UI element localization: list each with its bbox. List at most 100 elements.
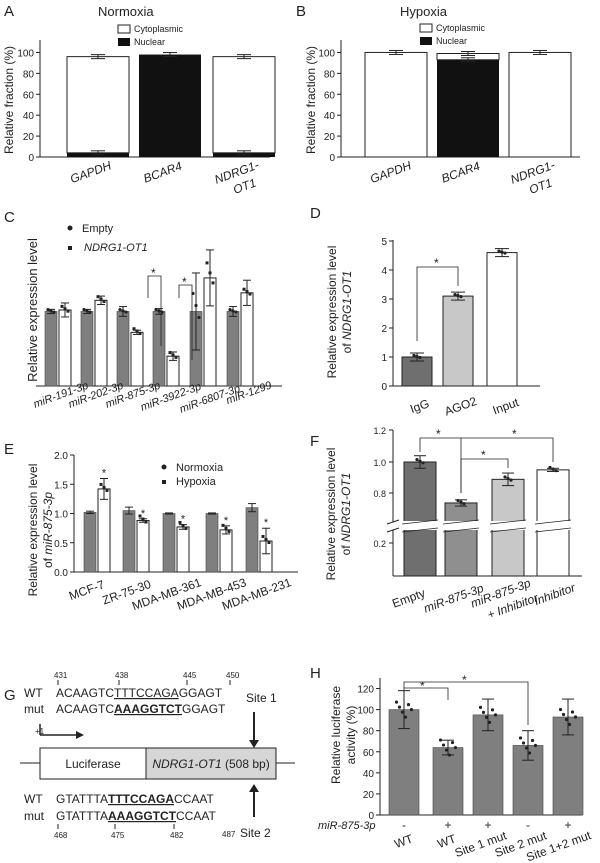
data-point [438, 738, 443, 742]
data-point [168, 351, 172, 355]
bar-ndrg1 [240, 292, 254, 387]
data-point [459, 295, 463, 299]
data-point [564, 717, 569, 722]
sig-star-e: * [141, 508, 146, 520]
panel-a-yticks: 0 20 40 60 80 100 [17, 48, 40, 164]
data-point [141, 517, 145, 521]
f-ytick-1.0: 1.0 [373, 458, 386, 468]
data-point [181, 523, 185, 527]
data-point [421, 461, 425, 465]
bar-cytoplasmic [212, 56, 276, 154]
panel-a-ylabel: Relative fraction (%) [2, 46, 16, 154]
bar-cytoplasmic [508, 51, 572, 158]
panel-d-ylabel-2: of NDRG1-OT1 [340, 271, 354, 354]
sig-star-f3: * [512, 427, 517, 441]
data-point [397, 705, 402, 709]
pos-438: 438 [115, 671, 129, 680]
sig-star-h1: * [420, 679, 425, 693]
ytick-label: 1 [381, 353, 387, 364]
data-point [102, 299, 106, 303]
data-point [171, 353, 175, 357]
bar-hypoxia [136, 520, 150, 573]
data-point [403, 715, 408, 719]
data-point [444, 748, 449, 752]
axis-break-gap [443, 521, 479, 530]
data-point [227, 529, 231, 533]
panel-a: A Normoxia Cytoplasmic Nuclear Relative … [2, 3, 276, 197]
ytick-label: 2 [381, 324, 387, 335]
panel-d-bars [401, 248, 518, 387]
data-point [409, 708, 414, 712]
panel-f-ylabel-1: Relative expression level [324, 448, 338, 581]
data-point [208, 271, 212, 275]
bar-normoxia [122, 510, 136, 573]
break-line [489, 519, 527, 525]
legend-empty-marker [67, 225, 73, 231]
data-point [506, 476, 510, 481]
panel-f-bars [401, 455, 572, 577]
data-point [394, 700, 399, 704]
mut2-seq: GTATTTAAAAGGTCTCCAAT [56, 809, 216, 823]
data-point [493, 713, 498, 717]
data-point [144, 520, 148, 524]
legend-nuclear-swatch-b [420, 37, 432, 45]
ytick-label: 4 [381, 266, 387, 277]
sig-star-f1: * [436, 427, 441, 441]
f-ytick-0.2: 0.2 [373, 539, 386, 549]
h-sign-2: + [444, 818, 451, 832]
data-point [102, 485, 106, 489]
break-line [401, 527, 439, 533]
pos-482: 482 [170, 831, 184, 840]
panel-e-ylabel-1: Relative expression level [26, 464, 40, 597]
f-ytick-0.8: 0.8 [373, 489, 386, 499]
site2-label: Site 2 [240, 826, 271, 840]
ytick-label: 40 [363, 769, 375, 780]
data-point [118, 308, 122, 312]
data-point [561, 712, 566, 717]
data-point [503, 251, 507, 255]
data-point [60, 304, 64, 308]
data-point [85, 309, 89, 313]
h-sign-4: - [526, 818, 530, 832]
tick-a-bcar4: BCAR4 [141, 159, 184, 186]
break-line [489, 527, 527, 533]
break-line [534, 527, 572, 533]
data-point [132, 327, 136, 331]
data-point [487, 720, 492, 724]
data-point [52, 310, 56, 314]
data-point [490, 708, 495, 712]
ytick-label: 3 [381, 295, 387, 306]
data-point [66, 309, 70, 313]
bar-hypoxia [176, 526, 190, 573]
tick-h-1: WT [392, 831, 415, 851]
pos-445: 445 [183, 671, 197, 680]
data-point [500, 250, 504, 254]
panel-f-sig: * * * [419, 427, 554, 493]
data-point [245, 290, 249, 294]
data-point [503, 475, 507, 479]
pos-475: 475 [111, 831, 125, 840]
panel-a-bars [66, 52, 276, 157]
data-point [63, 307, 67, 311]
h-sign-3: + [484, 818, 491, 832]
bar-normoxia [83, 512, 97, 573]
panel-d: D Relative expression level of NDRG1-OT1… [310, 205, 540, 419]
data-point [124, 310, 128, 314]
data-point [478, 705, 483, 709]
tick-e-1: MCF-7 [67, 577, 107, 603]
legend-nuclear-label-a: Nuclear [134, 37, 165, 47]
tick-a-gapdh: GAPDH [68, 158, 113, 186]
pos-487: 487 [222, 830, 236, 839]
data-point [138, 514, 142, 518]
data-point [96, 295, 100, 299]
data-point [400, 710, 405, 714]
tick-d-igg: IgG [408, 396, 431, 416]
panel-d-letter: D [310, 205, 321, 222]
plus-one: +1 [35, 727, 45, 736]
bar-ndrg1 [130, 331, 144, 387]
mut1-label: mut [24, 702, 45, 716]
data-point [138, 332, 142, 336]
legend-nuclear-swatch-a [118, 38, 130, 46]
panel-e-bars: * * * * * [83, 467, 273, 573]
panel-c-bars [44, 249, 254, 387]
